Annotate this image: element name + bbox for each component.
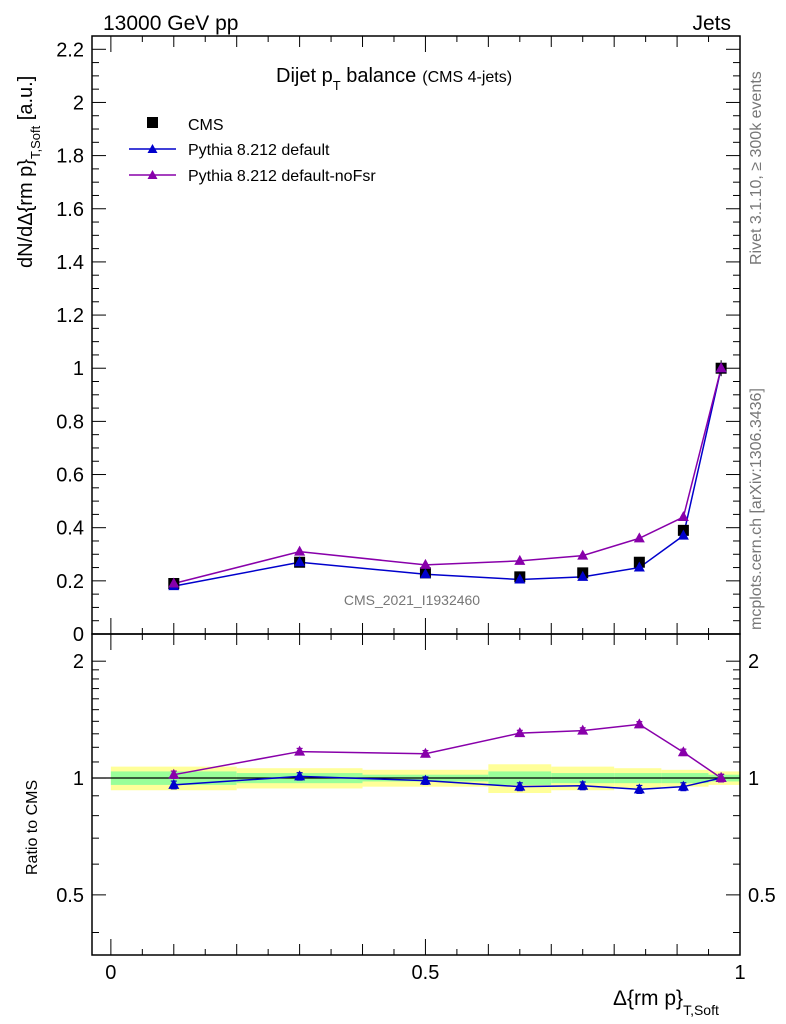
main-marker-series-1-2 <box>419 558 431 569</box>
header-left: 13000 GeV pp <box>103 12 238 35</box>
main-marker-series-1-7 <box>715 362 727 373</box>
y-tick-label: 1.4 <box>56 252 84 274</box>
y-tick-label: 2.2 <box>56 39 84 61</box>
ratio-y-tick-label-left: 1 <box>73 768 84 790</box>
ratio-marker-series-1-6 <box>677 746 689 757</box>
x-tick-label: 1 <box>734 962 745 984</box>
legend-marker-default <box>147 144 158 153</box>
y-tick-label: 0 <box>73 624 84 646</box>
main-marker-series-0-1 <box>294 556 306 567</box>
x-tick-label: 0 <box>105 962 116 984</box>
main-marker-series-1-4 <box>577 549 589 560</box>
y-tick-label: 1.2 <box>56 305 84 327</box>
main-marker-series-1-5 <box>633 532 645 543</box>
main-marker-series-1-3 <box>514 554 526 565</box>
ratio-marker-series-1-2 <box>419 747 431 758</box>
x-axis-label: Δ{rm p}T,Soft <box>613 987 719 1018</box>
main-marker-series-0-3 <box>514 573 526 584</box>
legend-marker-nofsr <box>147 170 158 179</box>
ratio-y-tick-label-left: 2 <box>73 651 84 673</box>
ratio-marker-series-1-3 <box>514 727 526 738</box>
y-tick-label: 0.6 <box>56 465 84 487</box>
ratio-marker-series-1-7 <box>715 772 727 783</box>
plot-frames <box>91 35 741 956</box>
main-line-series-1 <box>173 368 722 585</box>
ratio-panel-series <box>168 718 727 794</box>
ratio-marker-series-1-1 <box>294 745 306 756</box>
ratio-line-series-0 <box>173 775 722 791</box>
ratio-marker-series-0-6 <box>677 780 689 791</box>
main-marker-series-1-1 <box>294 545 306 556</box>
y-tick-label: 2 <box>73 92 84 114</box>
ratio-marker-series-0-3 <box>514 780 526 791</box>
ratio-marker-series-1-4 <box>577 724 589 735</box>
ratio-marker-series-0-2 <box>419 774 431 785</box>
ratio-marker-series-0-4 <box>577 779 589 790</box>
main-panel-series <box>168 360 727 591</box>
y-tick-label: 0.8 <box>56 411 84 433</box>
rivet-label: Rivet 3.1.10, ≥ 300k events <box>748 71 765 265</box>
main-marker-series-1-0 <box>168 577 180 588</box>
y-tick-label: 0.4 <box>56 518 84 540</box>
y-tick-label: 0.2 <box>56 571 84 593</box>
legend-label-cms: CMS <box>188 117 224 134</box>
header-right: Jets <box>692 12 731 35</box>
ratio-y-tick-label-right: 2 <box>748 651 759 673</box>
ratio-marker-series-1-5 <box>633 718 645 729</box>
ratio-y-tick-label-right: 0.5 <box>748 885 776 907</box>
ratio-y-tick-label-right: 1 <box>748 768 759 790</box>
y-tick-label: 1 <box>73 358 84 380</box>
ratio-y-tick-label-left: 0.5 <box>56 885 84 907</box>
main-marker-series-1-6 <box>677 511 689 522</box>
ratio-line-series-1 <box>173 723 722 779</box>
main-marker-series-0-5 <box>633 561 645 572</box>
ratio-marker-series-0-0 <box>168 778 180 789</box>
x-tick-label: 0.5 <box>412 962 440 984</box>
chart-title: Dijet pT balance (CMS 4-jets) <box>276 65 512 93</box>
legend-marker-cms <box>147 117 158 128</box>
legend-label-default: Pythia 8.212 default <box>188 142 330 159</box>
ratio-marker-series-0-1 <box>294 770 306 781</box>
y-axis-label: dN/dΔ{rm p}T,Soft [a.u.] <box>15 76 43 268</box>
main-marker-series-0-2 <box>419 568 431 579</box>
analysis-watermark: CMS_2021_I1932460 <box>344 592 480 608</box>
main-marker-series-0-4 <box>577 570 589 581</box>
ratio-panel-frame <box>91 633 741 956</box>
ratio-y-axis-label: Ratio to CMS <box>24 780 41 875</box>
main-line-series-0 <box>173 368 722 587</box>
ratio-marker-series-1-0 <box>168 768 180 779</box>
mcplots-label: mcplots.cern.ch [arXiv:1306.3436] <box>748 388 765 630</box>
legend-label-nofsr: Pythia 8.212 default-noFsr <box>188 168 376 185</box>
ratio-marker-series-0-5 <box>633 783 645 794</box>
y-tick-label: 1.8 <box>56 146 84 168</box>
y-tick-label: 1.6 <box>56 199 84 221</box>
legend: CMS Pythia 8.212 default Pythia 8.212 de… <box>129 117 376 185</box>
axis-ticks: 0 0.2 0.4 0.6 0.8 1 1.2 1.4 1.6 1.8 2 2.2 0 0.5 1 0.5 0.… <box>56 35 776 984</box>
main-marker-series-0-6 <box>677 529 689 540</box>
